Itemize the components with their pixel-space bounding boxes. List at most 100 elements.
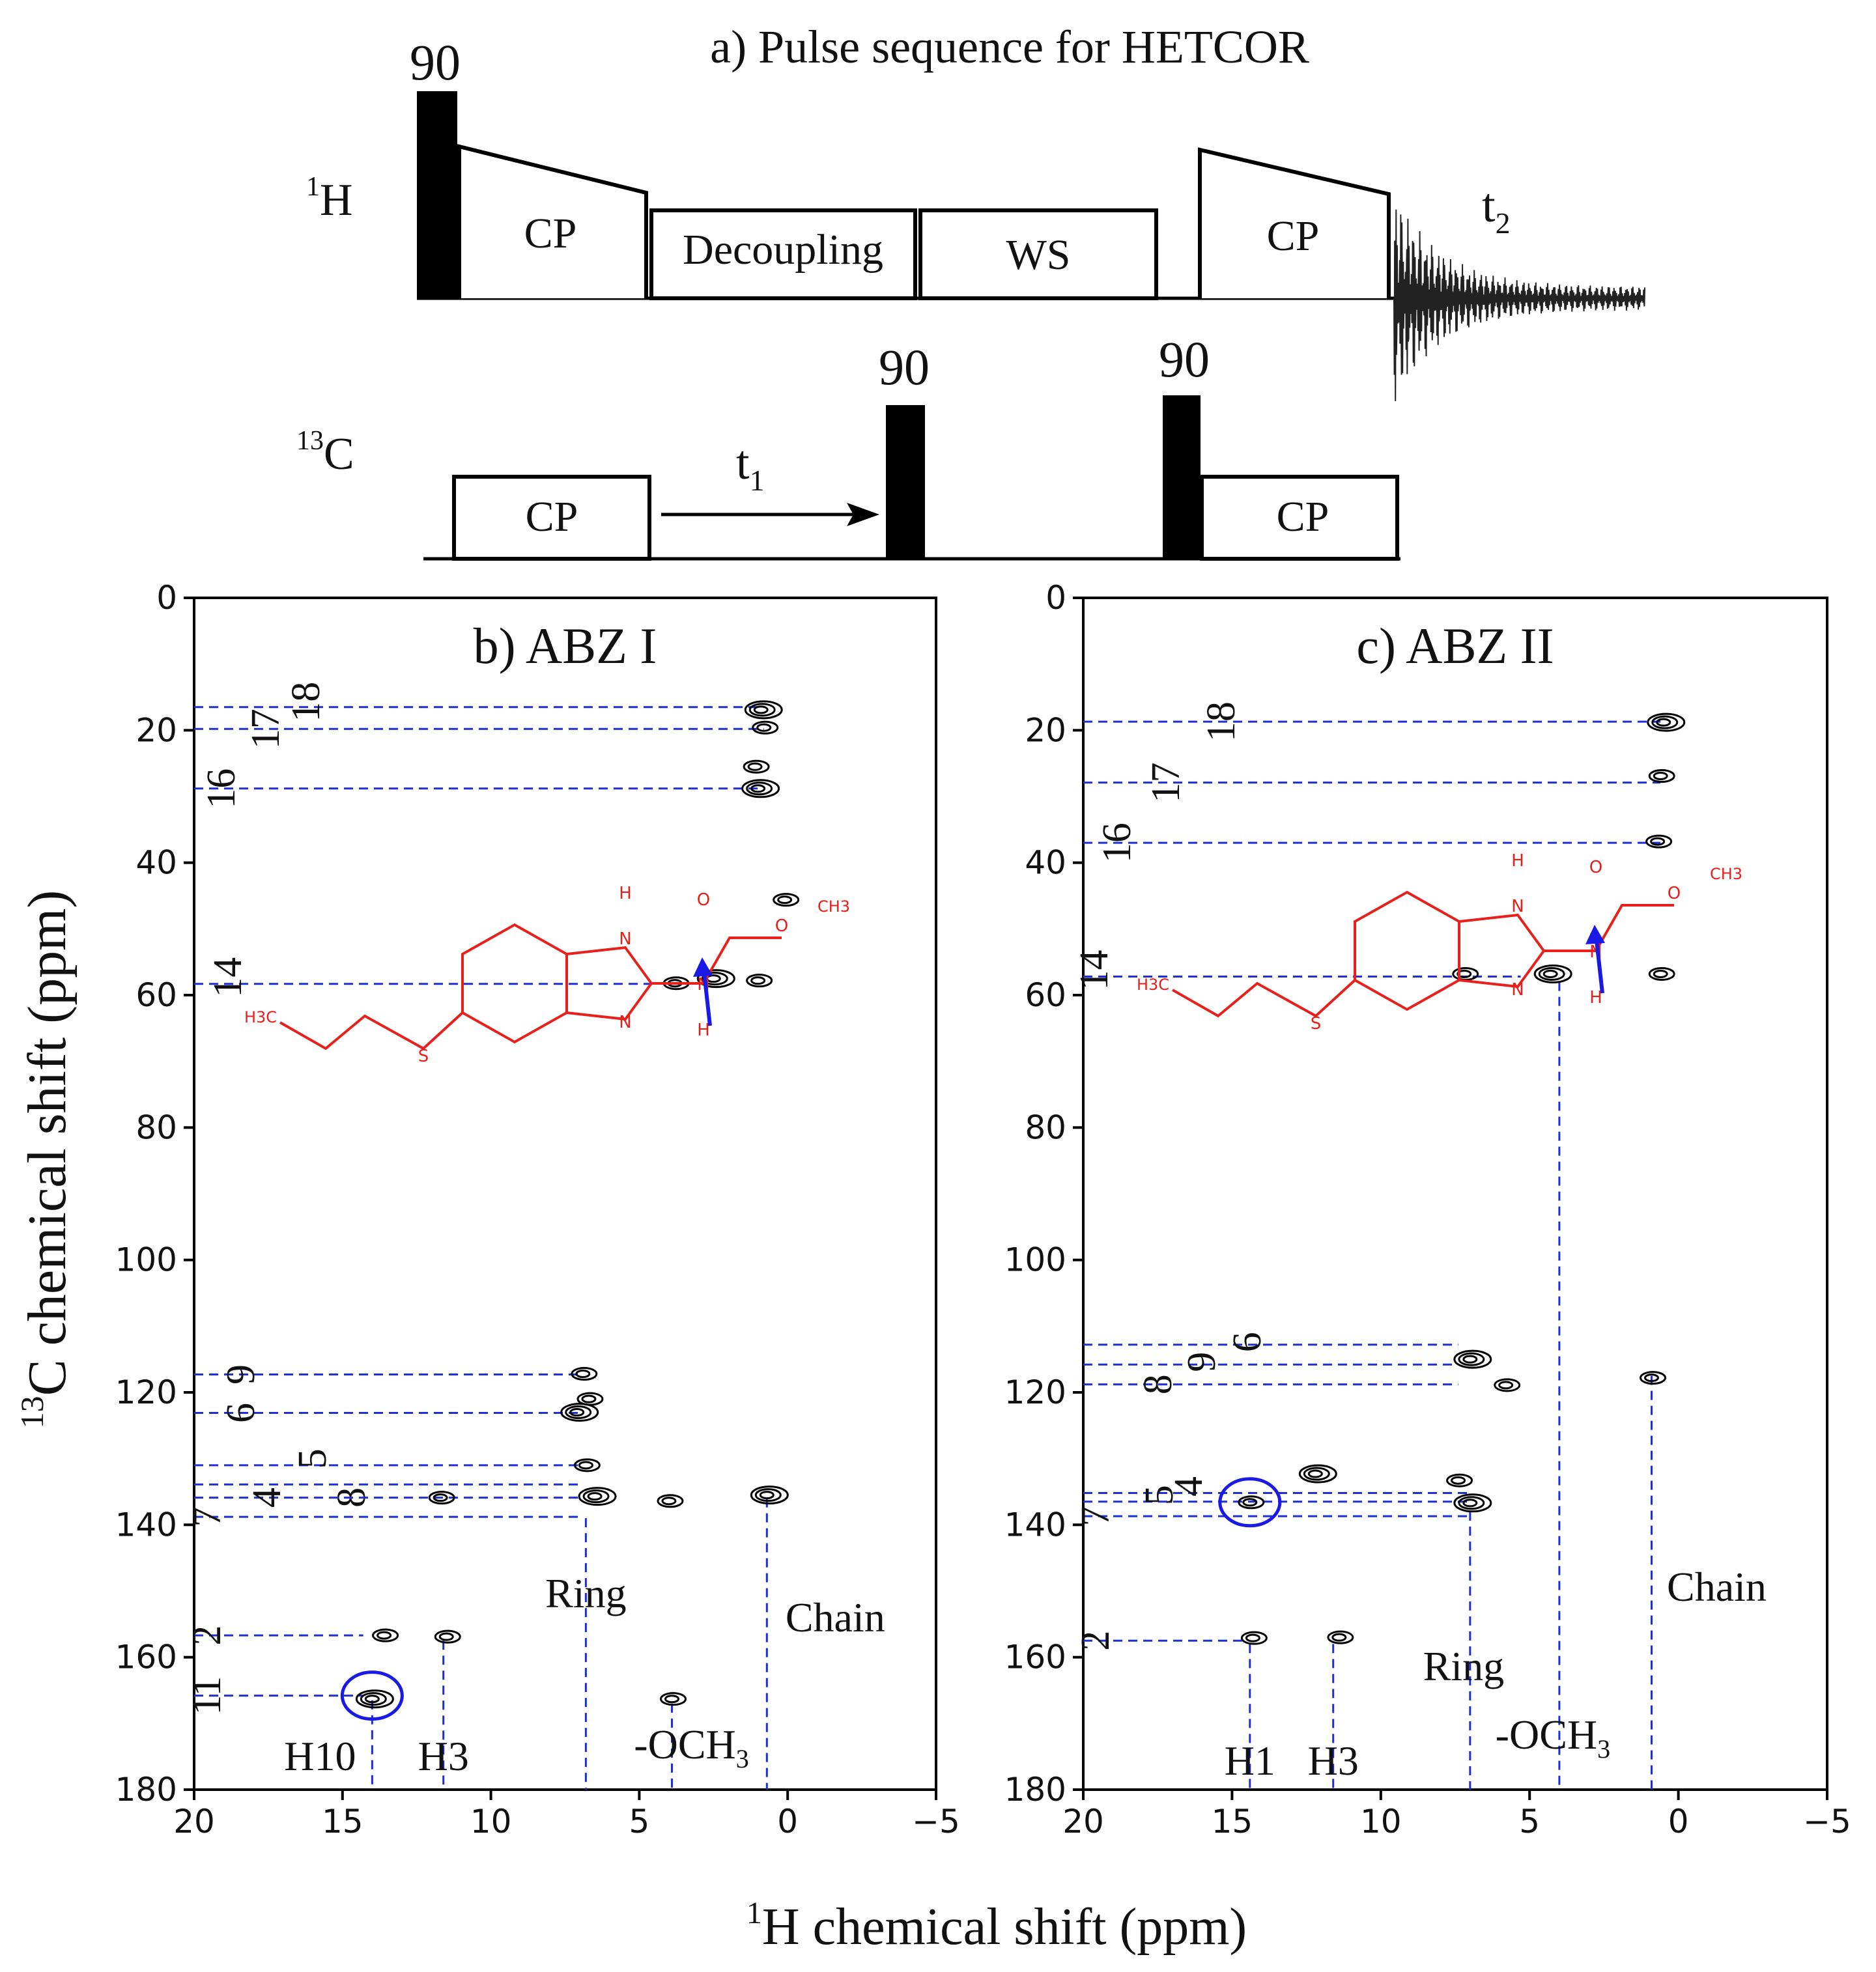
y-axis-label-sup: 13 [14,1396,50,1428]
x-tick-label: 15 [1212,1803,1253,1840]
contour-peak [372,1628,399,1642]
atom-s: S [418,1047,429,1066]
contour-peak [773,893,800,907]
y-tick-label: 160 [1004,1639,1066,1676]
contour-peak [360,1692,387,1706]
x-tick-label: 5 [1519,1803,1540,1840]
panel-title: b) ABZ I [474,617,657,674]
contour-peak [748,703,776,717]
carbon-label: 4 [1167,1476,1211,1497]
contour-peak [1245,1633,1260,1642]
contour-peak [1653,969,1668,978]
plot-frame [193,597,937,1791]
carbon-label: 8 [1136,1374,1180,1394]
contour-peak [1462,1499,1478,1508]
proton-label: Ring [545,1570,626,1616]
proton-label: H10 [284,1733,356,1779]
contour-peak [1298,1464,1337,1484]
contour-peak [750,976,766,985]
carbon-label: 18 [1199,701,1244,742]
contour-peak [1242,1498,1258,1507]
y-axis-label: 13C chemical shift (ppm) [14,890,78,1429]
contour-peak [1240,1631,1268,1645]
h-cp-ramp-1 [457,144,648,298]
carbon-label: 9 [1180,1352,1224,1372]
c-90-pulse-1 [886,405,925,559]
decoupling-block [649,208,917,300]
contour-peak [1538,966,1565,981]
carbon-label: 5 [1137,1485,1182,1505]
contour-peak [1647,712,1686,732]
fid-signal [1393,209,1645,402]
contour-peak [1327,1630,1354,1644]
molecule-propylthio-chain [1172,979,1356,1018]
contour-peak [428,1491,455,1505]
c-cp-block-1 [452,475,651,561]
carbon-label: 18 [284,682,328,722]
atom-o2: O [1668,884,1681,903]
c-channel-sym: C [324,429,354,479]
h-channel-sym: H [320,175,353,225]
atom-o1: O [1589,858,1602,877]
contour-peak [1458,1352,1485,1366]
x-axis-label: 1H chemical shift (ppm) [746,1896,1247,1956]
contour-peak [752,720,779,735]
contour-peak [746,782,773,796]
contour-peak [1303,1467,1330,1481]
y-tick-label: 100 [115,1241,177,1279]
y-tick-label: 180 [1004,1771,1066,1809]
carbon-label: 7 [1073,1506,1118,1527]
y-tick-label: 20 [135,711,177,749]
proton-arrowhead [693,957,713,977]
atom-h1: H [1511,851,1524,871]
t2-sym: t [1482,179,1496,232]
atom-n1: N [619,929,631,949]
molecule-benzene-ring [1354,890,1460,1011]
x-tick-label: 20 [1062,1803,1104,1840]
c-cp-label-1: CP [526,493,578,541]
contour-peak [581,1394,597,1403]
t2-sub: 2 [1496,206,1511,240]
carbon-label: 6 [219,1403,263,1423]
contour-peak [1331,1633,1347,1642]
y-tick-label: 160 [115,1639,177,1676]
contour-peak [569,1408,585,1416]
contour-peak [571,1367,598,1381]
c-90-label-1: 90 [879,339,930,395]
molecule-imidazole-ring [566,946,653,1021]
pulse-sequence-panel: a) Pulse sequence for HETCOR 1H 13C 90 C… [296,21,1645,561]
molecule-propylthio-chain [279,1011,464,1050]
y-tick-label: 80 [135,1108,177,1146]
y-tick-label: 20 [1025,711,1066,749]
atom-ch3: CH3 [1710,865,1742,883]
contour-peak [377,1631,392,1640]
contour-peak [1453,1493,1492,1513]
h-channel-label: 1H [306,172,353,225]
proton-arrow [702,966,712,1026]
contour-peak [434,1629,461,1644]
molecule-carbamate-chain [1544,904,1674,952]
carbon-label: 14 [206,957,250,998]
panel-title: c) ABZ II [1356,617,1554,674]
c-channel-sup: 13 [296,426,324,456]
x-tick-label: 15 [322,1803,363,1840]
x-tick-label: 10 [1360,1803,1402,1840]
contour-peak [1645,834,1673,849]
contour-peak [753,705,769,714]
atom-h1: H [619,884,632,903]
y-tick-label: 120 [115,1373,177,1411]
contour-peak [746,974,773,988]
contour-peak [438,1632,454,1641]
proton-label: Ring [1423,1643,1504,1689]
contour-peak [1648,966,1675,981]
y-tick-label: 0 [1045,579,1066,617]
contour-peak [756,723,772,732]
panel-abz-ii: 20 15 10 5 0 −5 0 20 40 60 80 100 120 140 160 180 c) ABZ… [1004,579,1851,1840]
contour-peak [573,1458,601,1472]
atom-n2: N [1511,980,1524,1000]
proton-label: H1 [1225,1738,1275,1784]
contour-peak [565,1405,592,1419]
y-tick-label: 80 [1025,1108,1066,1146]
proton-label: H3 [418,1733,469,1779]
contour-peak [744,700,783,720]
